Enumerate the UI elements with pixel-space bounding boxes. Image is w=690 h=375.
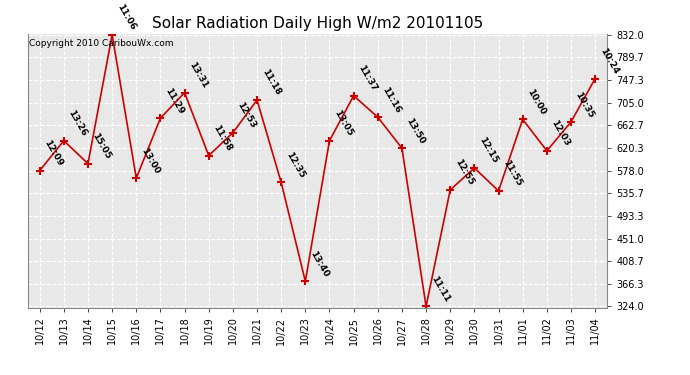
Text: 11:11: 11:11 [429,274,451,304]
Text: 13:40: 13:40 [308,249,331,279]
Text: 13:31: 13:31 [188,60,210,90]
Text: 12:15: 12:15 [477,136,500,165]
Text: 12:35: 12:35 [284,150,306,180]
Text: 11:55: 11:55 [502,159,524,188]
Text: 12:03: 12:03 [550,119,571,148]
Text: 11:37: 11:37 [357,64,379,93]
Text: 13:26: 13:26 [67,109,89,138]
Text: Copyright 2010 CaribouWx.com: Copyright 2010 CaribouWx.com [29,39,173,48]
Text: 11:58: 11:58 [212,124,234,153]
Text: 10:24: 10:24 [598,46,620,76]
Text: 10:35: 10:35 [574,90,595,119]
Text: 12:53: 12:53 [236,100,258,130]
Text: 13:05: 13:05 [333,109,354,138]
Text: 12:55: 12:55 [453,158,475,187]
Text: 11:16: 11:16 [381,85,403,114]
Text: 11:18: 11:18 [260,68,282,97]
Text: 12:09: 12:09 [43,138,65,168]
Text: 13:00: 13:00 [139,146,161,176]
Text: 13:50: 13:50 [405,116,426,146]
Text: 15:05: 15:05 [91,132,112,161]
Title: Solar Radiation Daily High W/m2 20101105: Solar Radiation Daily High W/m2 20101105 [152,16,483,31]
Text: 10:00: 10:00 [526,87,547,117]
Text: 11:06: 11:06 [115,3,137,32]
Text: 11:29: 11:29 [164,86,186,116]
